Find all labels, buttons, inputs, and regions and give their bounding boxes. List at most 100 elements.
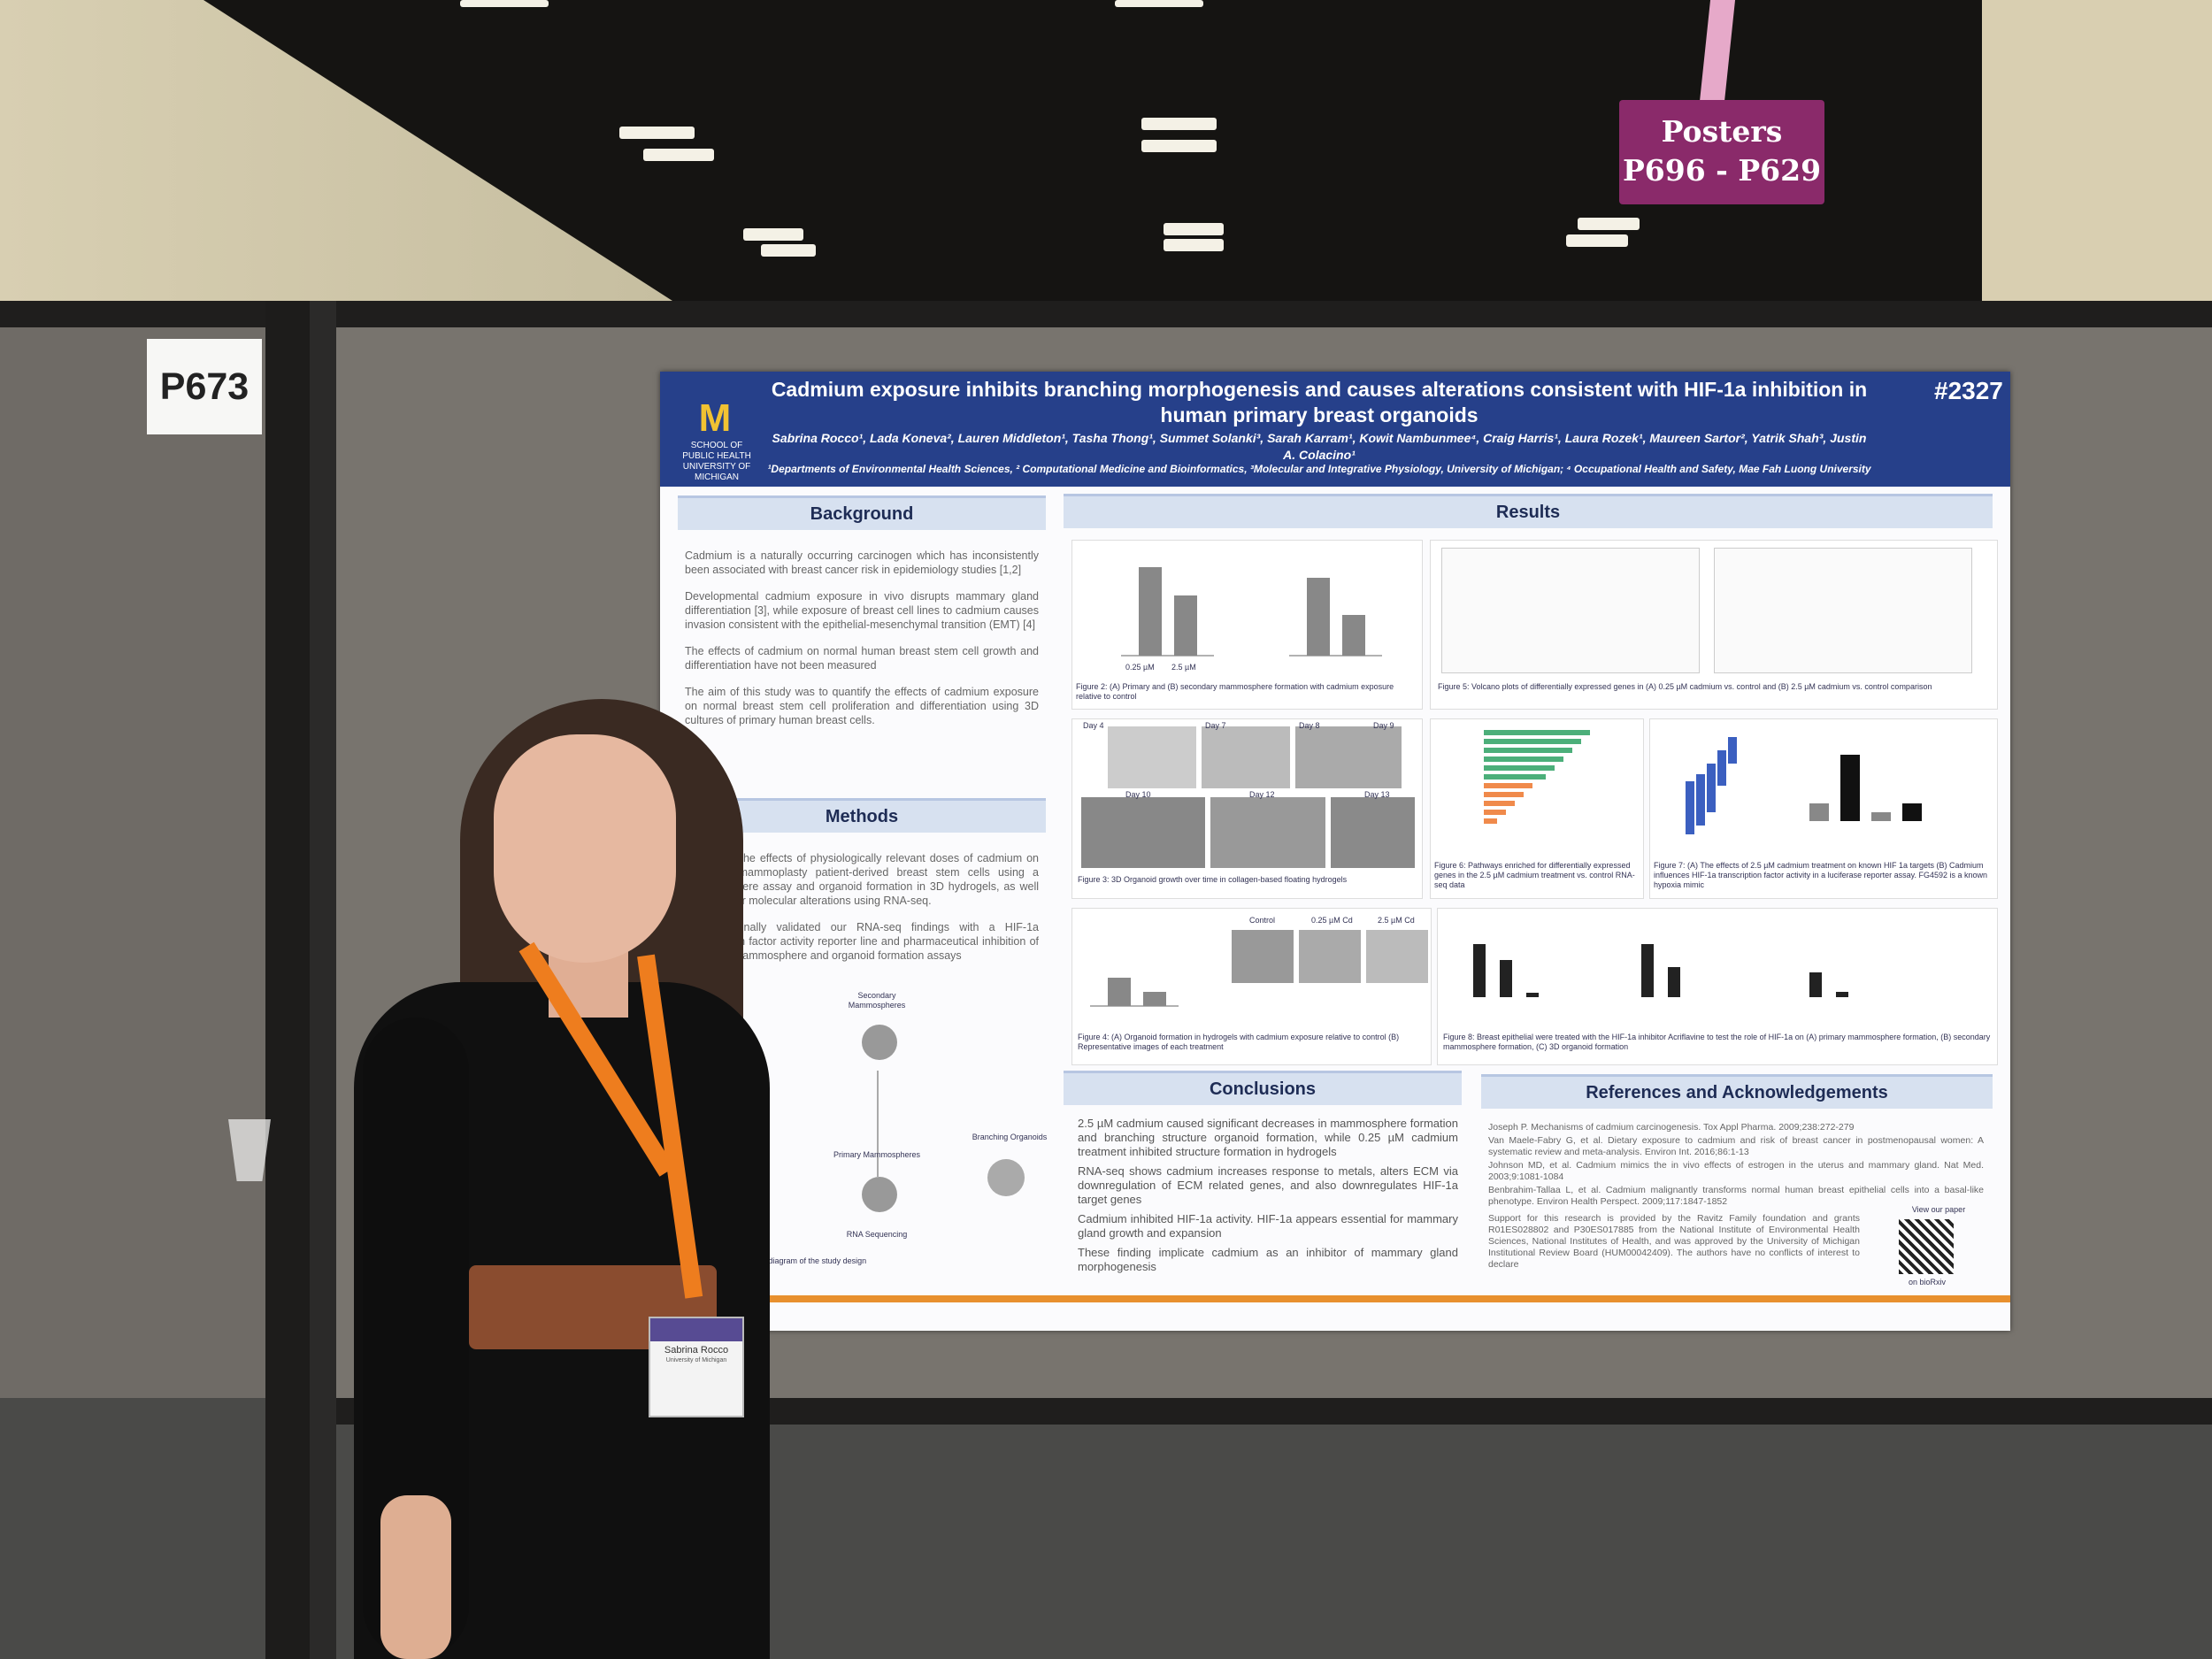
image-label: Control bbox=[1249, 916, 1276, 925]
name-badge: Sabrina Rocco University of Michigan bbox=[649, 1317, 744, 1417]
mammosphere-icon bbox=[862, 1177, 897, 1212]
posters-sign-line2: P696 - P629 bbox=[1622, 153, 1822, 188]
background-bullet: Developmental cadmium exposure in vivo d… bbox=[685, 590, 1039, 631]
day-label: Day 13 bbox=[1364, 790, 1390, 799]
qr-code-icon bbox=[1899, 1219, 1954, 1274]
acriflavine-bar bbox=[1836, 992, 1848, 997]
figure-7-hif-targets: Figure 7: (A) The effects of 2.5 µM cadm… bbox=[1649, 718, 1998, 899]
pathway-bar bbox=[1484, 810, 1506, 815]
ceiling-light bbox=[1164, 239, 1224, 251]
background-body: Cadmium is a naturally occurring carcino… bbox=[685, 549, 1039, 740]
figure-caption: Figure 8: Breast epithelial were treated… bbox=[1443, 1033, 1991, 1051]
ceiling-light bbox=[619, 127, 695, 139]
image-label: 0.25 µM Cd bbox=[1311, 916, 1353, 925]
poster-board-left bbox=[0, 301, 274, 1398]
organoid-image bbox=[1331, 797, 1415, 868]
posters-sign: Posters P696 - P629 bbox=[1619, 100, 1824, 204]
day-label: Day 8 bbox=[1299, 721, 1320, 730]
posters-sign-line1: Posters bbox=[1661, 114, 1783, 149]
acriflavine-bar bbox=[1473, 944, 1486, 997]
badge-name: Sabrina Rocco bbox=[664, 1345, 729, 1356]
poster-affiliations: ¹Departments of Environmental Health Sci… bbox=[767, 463, 1871, 475]
board-number-label: P673 bbox=[147, 339, 262, 434]
pathway-bar bbox=[1484, 774, 1546, 780]
bar-0-25-uM bbox=[1108, 978, 1131, 1006]
reference-item: Joseph P. Mechanisms of cadmium carcinog… bbox=[1488, 1122, 1855, 1133]
reference-item: Benbrahim-Tallaa L, et al. Cadmium malig… bbox=[1488, 1185, 1984, 1207]
figure-caption: Figure 4: (A) Organoid formation in hydr… bbox=[1078, 1033, 1400, 1051]
acriflavine-bar bbox=[1641, 944, 1654, 997]
board-post bbox=[310, 301, 336, 1659]
pathway-bar bbox=[1484, 792, 1524, 797]
pathway-bar bbox=[1484, 801, 1515, 806]
target-bar bbox=[1686, 781, 1694, 834]
research-poster: M SCHOOL OF PUBLIC HEALTH UNIVERSITY OF … bbox=[660, 372, 2010, 1331]
organoid-image bbox=[1081, 797, 1205, 868]
x-tick-label: 0.25 µM bbox=[1125, 663, 1155, 672]
figure-caption: Figure 7: (A) The effects of 2.5 µM cadm… bbox=[1654, 861, 1987, 889]
hall-wall-right bbox=[1982, 0, 2212, 301]
organoid-image bbox=[1366, 930, 1428, 983]
target-bar bbox=[1696, 774, 1705, 826]
organoid-image bbox=[1232, 930, 1294, 983]
figure-caption: Figure 6: Pathways enriched for differen… bbox=[1434, 861, 1635, 889]
figure-4-chart bbox=[1090, 978, 1179, 1007]
organoid-icon bbox=[987, 1159, 1025, 1196]
pathway-bar bbox=[1484, 730, 1590, 735]
bar-2-5-uM bbox=[1174, 595, 1197, 656]
acriflavine-bar bbox=[1668, 967, 1680, 997]
conclusions-heading: Conclusions bbox=[1064, 1071, 1462, 1105]
ceiling-light bbox=[1115, 0, 1203, 7]
figure-5-volcano-plots: Figure 5: Volcano plots of differentiall… bbox=[1430, 540, 1998, 710]
ceiling-light bbox=[460, 0, 549, 7]
pathway-bar bbox=[1484, 757, 1563, 762]
organoid-image bbox=[1210, 797, 1325, 868]
reference-item: Van Maele-Fabry G, et al. Dietary exposu… bbox=[1488, 1135, 1984, 1157]
poster-authors: Sabrina Rocco¹, Lada Koneva², Lauren Mid… bbox=[772, 431, 1867, 462]
pathway-bar bbox=[1484, 818, 1497, 824]
ceiling-light bbox=[1566, 234, 1628, 247]
figure-3-organoid-growth: Day 4 Day 7 Day 8 Day 9 Day 10 Day 12 Da… bbox=[1071, 718, 1423, 899]
figure-6-chart bbox=[1484, 730, 1590, 824]
qr-label: View our paper bbox=[1911, 1205, 1966, 1214]
day-label: Day 10 bbox=[1125, 790, 1151, 799]
badge-header bbox=[650, 1318, 742, 1341]
figure-6-pathways: Figure 6: Pathways enriched for differen… bbox=[1430, 718, 1644, 899]
background-bullet: Cadmium is a naturally occurring carcino… bbox=[685, 549, 1039, 576]
results-heading: Results bbox=[1064, 494, 1993, 528]
conclusions-body: 2.5 µM cadmium caused significant decrea… bbox=[1078, 1117, 1458, 1286]
luciferase-bar bbox=[1871, 812, 1891, 821]
figure-caption: Figure 1: Schematic diagram of the study… bbox=[695, 1256, 867, 1265]
target-bar bbox=[1717, 750, 1726, 786]
diagram-label: RNA Sequencing bbox=[846, 1230, 908, 1239]
badge-affiliation: University of Michigan bbox=[665, 1357, 727, 1363]
pathway-bar bbox=[1484, 783, 1532, 788]
university-logo: M bbox=[698, 396, 732, 440]
target-bar bbox=[1707, 764, 1716, 812]
background-bullet: The effects of cadmium on normal human b… bbox=[685, 645, 1039, 672]
bar-2-5-uM bbox=[1143, 992, 1166, 1006]
ceiling-light bbox=[643, 149, 714, 161]
image-label: 2.5 µM Cd bbox=[1378, 916, 1415, 925]
acknowledgement-text: Support for this research is provided by… bbox=[1488, 1213, 1860, 1270]
school-name: SCHOOL OF PUBLIC HEALTH UNIVERSITY OF MI… bbox=[682, 441, 751, 482]
organoid-image bbox=[1295, 726, 1402, 788]
acriflavine-bar bbox=[1526, 993, 1539, 997]
figure-8-chart bbox=[1473, 944, 1848, 997]
conclusion-bullet: 2.5 µM cadmium caused significant decrea… bbox=[1078, 1117, 1458, 1158]
board-frame-top bbox=[0, 301, 2212, 327]
figure-caption: Figure 5: Volcano plots of differentiall… bbox=[1438, 682, 1932, 691]
ceiling-light bbox=[761, 244, 816, 257]
volcano-plot-a bbox=[1441, 548, 1700, 673]
figure-8-acriflavine: Figure 8: Breast epithelial were treated… bbox=[1437, 908, 1998, 1065]
conclusion-bullet: These finding implicate cadmium as an in… bbox=[1078, 1246, 1458, 1273]
figure-caption: Figure 2: (A) Primary and (B) secondary … bbox=[1076, 682, 1394, 701]
bar-2-5-uM bbox=[1342, 615, 1365, 656]
pathway-bar bbox=[1484, 748, 1572, 753]
target-bar bbox=[1728, 737, 1737, 764]
methods-bullet: We tested the effects of physiologically… bbox=[685, 852, 1039, 907]
ceiling-light bbox=[1578, 218, 1640, 230]
background-heading: Background bbox=[678, 495, 1046, 530]
day-label: Day 4 bbox=[1083, 721, 1104, 730]
references-body: Joseph P. Mechanisms of cadmium carcinog… bbox=[1488, 1122, 1984, 1283]
